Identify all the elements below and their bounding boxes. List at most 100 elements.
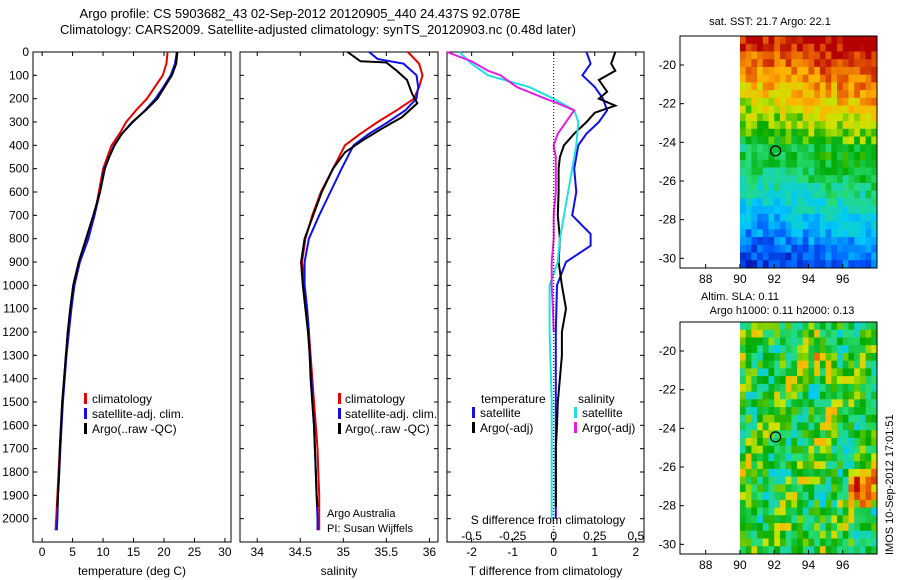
heatmap-cell [871, 213, 878, 223]
heatmap-cell [797, 229, 804, 238]
heatmap-cell [859, 113, 867, 122]
heatmap-cell [802, 445, 809, 454]
heatmap-cell [854, 82, 861, 91]
heatmap-cell [751, 383, 758, 393]
heatmap-cell [819, 144, 827, 153]
heatmap-cell [808, 105, 815, 114]
heatmap-cell [837, 190, 844, 199]
heatmap-cell [825, 136, 832, 145]
heatmap-cell [814, 399, 821, 408]
heatmap-cell [797, 221, 804, 230]
heatmap-cell [797, 198, 804, 207]
heatmap-cell [802, 422, 809, 431]
heatmap-cell [757, 345, 764, 354]
heatmap-cell [745, 499, 752, 509]
heatmap-cell [825, 322, 832, 331]
heatmap-cell [791, 136, 798, 145]
heatmap-cell [848, 468, 855, 478]
heatmap-cell [854, 422, 861, 431]
heatmap-cell [854, 360, 861, 369]
heatmap-cell [791, 113, 798, 122]
heatmap-cell [785, 368, 792, 377]
heatmap-cell [802, 360, 809, 369]
heatmap-cell [808, 167, 815, 176]
heatmap-cell [791, 329, 798, 338]
heatmap-cell [757, 468, 764, 478]
heatmap-cell [791, 360, 798, 369]
x-tick-label: 34 [251, 545, 265, 559]
y-tick-label: -20 [659, 58, 677, 72]
y-tick-label: 700 [9, 208, 29, 222]
heatmap-cell [842, 492, 849, 501]
heatmap-cell [791, 322, 798, 331]
heatmap-cell [779, 152, 787, 161]
x-tick-label: 0 [550, 545, 557, 559]
heatmap-cell [785, 322, 792, 331]
heatmap-cell [802, 329, 809, 338]
heatmap-cell [762, 546, 770, 555]
heatmap-cell [837, 430, 844, 439]
heatmap-cell [802, 383, 809, 393]
heatmap-cell [814, 260, 821, 269]
heatmap-cell [802, 59, 809, 68]
salinity-series-argo [300, 51, 419, 508]
heatmap-cell [819, 167, 827, 176]
heatmap-cell [791, 530, 798, 540]
heatmap-cell [865, 113, 872, 122]
heatmap-cell [785, 97, 792, 107]
x-tick-label: 20 [157, 545, 171, 559]
temperature-frame [32, 51, 232, 543]
heatmap-cell [831, 538, 838, 547]
heatmap-cell [757, 376, 764, 385]
heatmap-cell [785, 144, 792, 153]
y-tick-label: 1100 [3, 302, 29, 316]
heatmap-cell [825, 530, 832, 540]
heatmap-cell [757, 66, 764, 76]
heatmap-cell [859, 198, 867, 207]
heatmap-cell [837, 399, 844, 408]
heatmap-cell [854, 105, 861, 114]
heatmap-cell [831, 499, 838, 509]
heatmap-cell [825, 190, 832, 199]
heatmap-cell [751, 407, 758, 416]
heatmap-cell [859, 376, 867, 385]
heatmap-cell [859, 152, 867, 161]
heatmap-cell [791, 198, 798, 207]
heatmap-cell [745, 237, 752, 246]
heatmap-cell [739, 152, 747, 161]
heatmap-cell [831, 345, 838, 354]
heatmap-cell [819, 407, 827, 416]
heatmap-cell [757, 530, 764, 540]
x-tick-label: 94 [802, 272, 816, 286]
heatmap-cell [757, 237, 764, 246]
heatmap-cell [865, 422, 872, 431]
heatmap-cell [779, 121, 787, 130]
temperature-xlabel: temperature (deg C) [78, 564, 186, 578]
x-tick-label: 0 [39, 545, 46, 559]
y-tick-label: -26 [659, 174, 677, 188]
heatmap-cell [825, 352, 832, 362]
heatmap-cell [762, 376, 770, 385]
heatmap-cell [751, 237, 758, 246]
heatmap-cell [865, 391, 872, 400]
legend-swatch [338, 423, 341, 434]
heatmap-cell [762, 499, 770, 509]
heatmap-cell [865, 360, 872, 369]
heatmap-cell [739, 476, 747, 485]
heatmap-cell [802, 468, 809, 478]
heatmap-cell [865, 221, 872, 230]
heatmap-cell [871, 383, 878, 393]
heatmap-cell [745, 36, 752, 45]
heatmap-cell [739, 190, 747, 199]
heatmap-cell [825, 82, 832, 91]
heatmap-cell [802, 152, 809, 161]
heatmap-cell [779, 391, 787, 400]
heatmap-cell [814, 523, 821, 532]
heatmap-cell [831, 414, 838, 424]
salinity-frame [239, 51, 439, 543]
heatmap-cell [762, 175, 770, 184]
x-tick-label: 1 [591, 545, 598, 559]
heatmap-cell [757, 221, 764, 230]
heatmap-cell [859, 407, 867, 416]
heatmap-cell [865, 244, 872, 254]
